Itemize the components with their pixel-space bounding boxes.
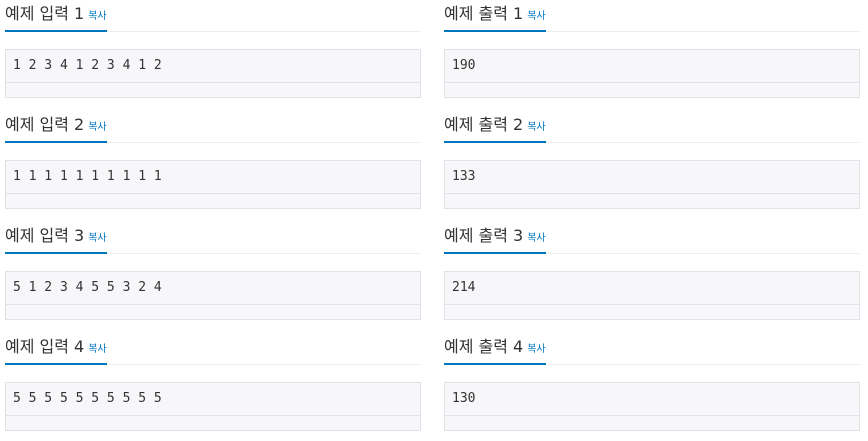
sample-output-title: 예제 출력 4 [444,337,524,356]
sample-input-text: 5 1 2 3 4 5 5 3 2 4 [6,272,420,305]
sample-output-text: 214 [445,272,859,305]
sample-output-headline: 예제 출력 1 복사 [444,0,860,32]
headline-underline: 예제 입력 4 복사 [5,336,107,365]
headline-underline: 예제 출력 1 복사 [444,3,546,32]
sample-output-box[interactable]: 133 [444,160,860,209]
sample-output-box[interactable]: 214 [444,271,860,320]
headline-underline: 예제 출력 3 복사 [444,225,546,254]
sample-input-box[interactable]: 5 1 2 3 4 5 5 3 2 4 [5,271,421,320]
sample-output-title: 예제 출력 1 [444,4,524,23]
sample-input-block-1: 예제 입력 1 복사 1 2 3 4 1 2 3 4 1 2 [5,0,421,111]
copy-button[interactable]: 복사 [527,122,546,133]
copy-button[interactable]: 복사 [527,344,546,355]
sample-output-text: 130 [445,383,859,416]
sample-output-headline: 예제 출력 2 복사 [444,111,860,143]
sample-output-title: 예제 출력 2 [444,115,524,134]
sample-output-block-3: 예제 출력 3 복사 214 [444,222,860,333]
sample-output-text: 190 [445,50,859,83]
sample-input-headline: 예제 입력 1 복사 [5,0,421,32]
sample-output-block-1: 예제 출력 1 복사 190 [444,0,860,111]
sample-input-title: 예제 입력 2 [5,115,85,134]
sample-output-title: 예제 출력 3 [444,226,524,245]
sample-input-box[interactable]: 1 2 3 4 1 2 3 4 1 2 [5,49,421,98]
sample-input-text: 1 2 3 4 1 2 3 4 1 2 [6,50,420,83]
headline-underline: 예제 입력 3 복사 [5,225,107,254]
sample-output-headline: 예제 출력 4 복사 [444,333,860,365]
sample-output-box[interactable]: 190 [444,49,860,98]
headline-underline: 예제 출력 2 복사 [444,114,546,143]
sample-input-text: 1 1 1 1 1 1 1 1 1 1 [6,161,420,194]
sample-input-title: 예제 입력 3 [5,226,85,245]
sample-input-block-4: 예제 입력 4 복사 5 5 5 5 5 5 5 5 5 5 [5,333,421,441]
sample-input-box[interactable]: 1 1 1 1 1 1 1 1 1 1 [5,160,421,209]
headline-underline: 예제 입력 2 복사 [5,114,107,143]
sample-output-text: 133 [445,161,859,194]
sample-input-headline: 예제 입력 4 복사 [5,333,421,365]
copy-button[interactable]: 복사 [88,344,107,355]
sample-input-text: 5 5 5 5 5 5 5 5 5 5 [6,383,420,416]
copy-button[interactable]: 복사 [88,122,107,133]
headline-underline: 예제 출력 4 복사 [444,336,546,365]
sample-input-title: 예제 입력 4 [5,337,85,356]
copy-button[interactable]: 복사 [527,11,546,22]
copy-button[interactable]: 복사 [88,11,107,22]
sample-output-column: 예제 출력 1 복사 190 예제 출력 2 복사 133 예제 출력 3 복사 [444,0,860,441]
sample-output-block-4: 예제 출력 4 복사 130 [444,333,860,441]
sample-input-box[interactable]: 5 5 5 5 5 5 5 5 5 5 [5,382,421,431]
sample-input-block-2: 예제 입력 2 복사 1 1 1 1 1 1 1 1 1 1 [5,111,421,222]
sample-input-headline: 예제 입력 2 복사 [5,111,421,143]
sample-output-block-2: 예제 출력 2 복사 133 [444,111,860,222]
sample-input-title: 예제 입력 1 [5,4,85,23]
sample-output-box[interactable]: 130 [444,382,860,431]
sample-input-column: 예제 입력 1 복사 1 2 3 4 1 2 3 4 1 2 예제 입력 2 복사 … [5,0,421,441]
copy-button[interactable]: 복사 [527,233,546,244]
sample-input-headline: 예제 입력 3 복사 [5,222,421,254]
copy-button[interactable]: 복사 [88,233,107,244]
headline-underline: 예제 입력 1 복사 [5,3,107,32]
sample-input-block-3: 예제 입력 3 복사 5 1 2 3 4 5 5 3 2 4 [5,222,421,333]
sample-output-headline: 예제 출력 3 복사 [444,222,860,254]
